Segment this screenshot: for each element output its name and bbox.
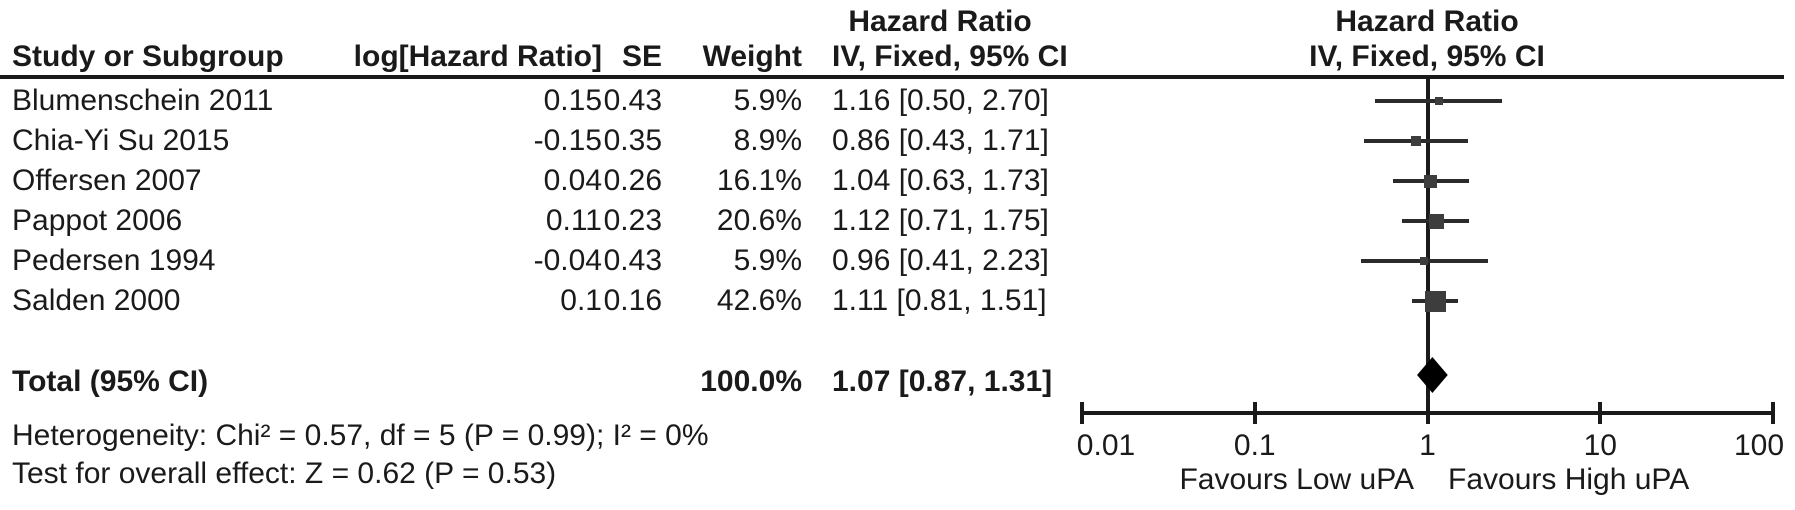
- study-name: Blumenschein 2011: [12, 84, 274, 117]
- null-effect-line: [1425, 79, 1430, 415]
- axis-tick: [1425, 402, 1430, 424]
- favours-right-label: Favours High uPA: [1448, 463, 1690, 496]
- log-hr-value: 0.11: [545, 204, 602, 237]
- table-row: Chia-Yi Su 2015 -0.15 0.35 8.9% 0.86 [0.43, …: [0, 121, 1795, 161]
- weight-value: 5.9%: [733, 244, 802, 277]
- table-row: Salden 2000 0.1 0.16 42.6% 1.11 [0.81, 1.51]: [0, 281, 1795, 321]
- axis-tick-label: 0.1: [1233, 429, 1276, 462]
- table-row: Blumenschein 2011 0.15 0.43 5.9% 1.16 [0.50,…: [0, 81, 1795, 121]
- se-value: 0.43: [603, 244, 662, 277]
- weight-value: 42.6%: [716, 284, 802, 317]
- col-header-se: SE: [621, 40, 662, 73]
- se-value: 0.26: [603, 164, 662, 197]
- axis-tick-label: 10: [1583, 429, 1617, 462]
- study-marker: [1434, 97, 1443, 105]
- col-header-weight: Weight: [702, 40, 802, 73]
- study-marker: [1424, 290, 1446, 312]
- study-name: Salden 2000: [12, 284, 181, 317]
- total-weight: 100.0%: [700, 365, 802, 398]
- table-header-row: Study or Subgroup log[Hazard Ratio] SE W…: [0, 37, 1795, 77]
- heterogeneity-text: Heterogeneity: Chi² = 0.57, df = 5 (P = …: [12, 419, 709, 452]
- plot-effect-header: Hazard Ratio: [1335, 5, 1519, 38]
- total-ci-text: 1.07 [0.87, 1.31]: [832, 365, 1053, 398]
- ci-value: 0.96 [0.41, 2.23]: [832, 244, 1049, 277]
- overall-effect-text: Test for overall effect: Z = 0.62 (P = 0…: [12, 457, 557, 490]
- plot-ci-method-header: IV, Fixed, 95% CI: [1309, 40, 1545, 73]
- se-value: 0.23: [603, 204, 662, 237]
- table-row: Pedersen 1994 -0.04 0.43 5.9% 0.96 [0.41, 2.…: [0, 241, 1795, 281]
- ci-value: 1.11 [0.81, 1.51]: [832, 284, 1047, 317]
- axis-tick: [1598, 402, 1603, 424]
- study-name: Pedersen 1994: [12, 244, 216, 277]
- se-value: 0.16: [603, 284, 662, 317]
- axis-tick-label: 100: [1733, 429, 1785, 462]
- se-value: 0.43: [603, 84, 662, 117]
- favours-left-label: Favours Low uPA: [1179, 463, 1414, 496]
- study-name: Offersen 2007: [12, 164, 202, 197]
- log-hr-value: -0.15: [533, 124, 602, 157]
- ci-value: 1.04 [0.63, 1.73]: [832, 164, 1049, 197]
- table-row: Offersen 2007 0.04 0.26 16.1% 1.04 [0.63, 1.…: [0, 161, 1795, 201]
- log-hr-value: 0.15: [543, 84, 602, 117]
- se-value: 0.35: [603, 124, 662, 157]
- weight-value: 20.6%: [716, 204, 802, 237]
- log-hr-value: 0.1: [560, 284, 602, 317]
- col-header-ci: IV, Fixed, 95% CI: [832, 40, 1068, 73]
- table-effect-header: Hazard Ratio: [848, 5, 1032, 38]
- ci-value: 1.12 [0.71, 1.75]: [832, 204, 1049, 237]
- weight-value: 5.9%: [733, 84, 802, 117]
- table-row: Pappot 2006 0.11 0.23 20.6% 1.12 [0.71, 1.75…: [0, 201, 1795, 241]
- study-marker: [1420, 257, 1429, 265]
- col-header-study: Study or Subgroup: [12, 40, 284, 73]
- ci-value: 0.86 [0.43, 1.71]: [832, 124, 1049, 157]
- study-marker: [1411, 136, 1422, 146]
- study-marker: [1423, 174, 1437, 188]
- axis-tick-label: 1: [1419, 429, 1436, 462]
- axis-tick: [1771, 402, 1775, 424]
- log-hr-value: 0.04: [543, 164, 602, 197]
- total-label: Total (95% CI): [12, 365, 209, 398]
- axis-tick-label: 0.01: [1076, 429, 1136, 462]
- total-row: Total (95% CI) 100.0% 1.07 [0.87, 1.31]: [0, 362, 1795, 402]
- weight-value: 8.9%: [733, 124, 802, 157]
- study-name: Chia-Yi Su 2015: [12, 124, 230, 157]
- axis-tick: [1080, 402, 1084, 424]
- log-hr-value: -0.04: [533, 244, 602, 277]
- ci-value: 1.16 [0.50, 2.70]: [832, 84, 1049, 117]
- axis-tick: [1252, 402, 1257, 424]
- col-header-log-hr: log[Hazard Ratio]: [353, 40, 602, 73]
- weight-value: 16.1%: [716, 164, 802, 197]
- study-name: Pappot 2006: [12, 204, 183, 237]
- study-marker: [1428, 213, 1444, 229]
- header-rule: [0, 75, 1784, 79]
